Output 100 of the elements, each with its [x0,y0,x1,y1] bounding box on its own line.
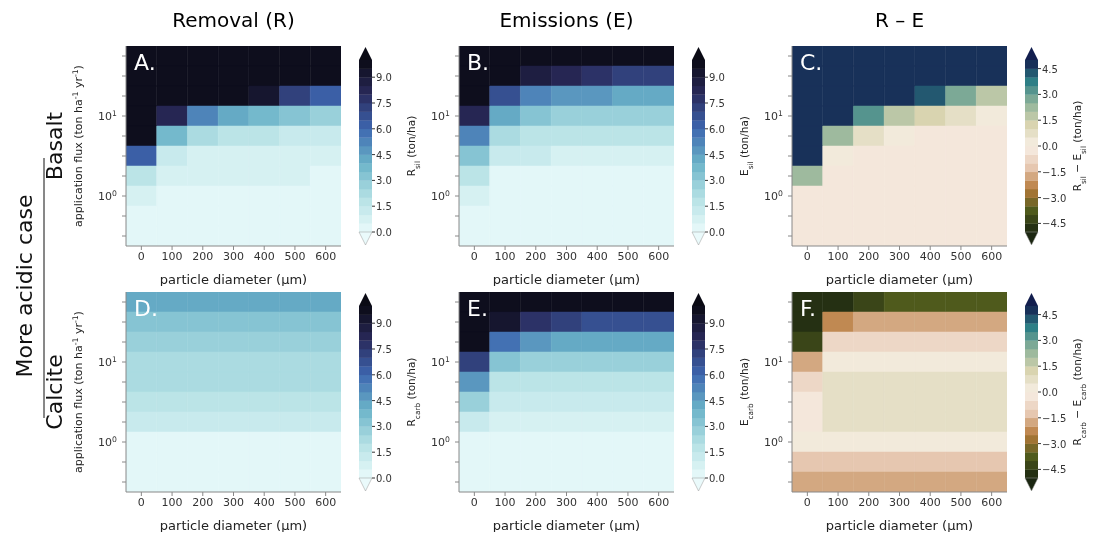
color-bar-label: 0.0 [376,473,392,484]
text: Basalt [42,111,67,181]
annotation: B. [467,50,490,75]
color-bar-label: 7.5 [376,98,392,109]
x-tick-label: 400 [586,495,608,509]
color-bar-label: −1.5 [1042,166,1067,178]
color-bar-label: 3.0 [376,421,392,433]
x-tick-label: 0 [470,249,478,263]
color-bar-label: 1.5 [709,201,725,213]
y-tick-label: 10$^{0}$ [764,188,784,203]
x-tick-label: 400 [253,249,275,263]
x-tick-label: 100 [827,249,849,263]
y-tick-label: 10$^{1}$ [764,108,784,123]
color-bar-label: 1.5 [709,447,725,459]
x-tick-label: 200 [858,249,880,263]
color-bar-label: 9.0 [376,72,392,84]
x-axis-title: particle diameter (μm) [492,272,641,287]
color-bar-label: 4.5 [376,395,392,407]
x-tick-label: 400 [586,249,608,263]
x-tick-label: 600 [981,249,1003,263]
color-bar-label: 0.0 [709,473,725,484]
x-tick-label: 0 [137,249,145,263]
x-tick-label: 300 [889,249,910,263]
x-tick-label: 200 [858,495,880,509]
x-tick-label: 200 [192,495,214,509]
color-bar-label: −4.5 [1042,218,1067,230]
x-tick-label: 200 [525,249,547,263]
x-tick-label: 100 [161,495,183,509]
color-bar-label: 0.0 [1042,141,1058,152]
color-bar-label: 4.5 [709,149,725,161]
chart-title: R – E [873,8,926,34]
color-bar-label: 6.0 [376,123,392,135]
x-tick-label: 300 [556,495,577,509]
color-bar-label: 1.5 [1042,115,1058,127]
x-tick-label: 300 [223,249,244,263]
x-tick-label: 500 [617,249,639,263]
color-bar-label: 4.5 [709,395,725,407]
x-tick-label: 0 [137,495,145,509]
color-bar-label: 1.5 [1042,361,1058,373]
x-tick-label: 100 [494,249,516,263]
y-tick-label: 10$^{0}$ [764,434,784,449]
color-bar-label: 6.0 [376,369,392,381]
color-bar-label: −4.5 [1042,464,1067,476]
color-bar-label: 7.5 [709,98,725,109]
color-bar-label: 6.0 [709,123,725,135]
annotation: C. [800,50,823,75]
y-tick-label: 10$^{0}$ [431,188,451,203]
color-bar-label: −3.0 [1042,192,1067,204]
color-bar-label: 3.0 [1042,89,1058,101]
annotation: E. [467,296,488,321]
x-tick-label: 500 [617,495,639,509]
color-bar-label: 3.0 [376,175,392,187]
x-axis-title: particle diameter (μm) [825,272,974,287]
x-tick-label: 0 [803,495,811,509]
annotation: A. [134,50,156,75]
text: Calcite [42,354,67,430]
x-tick-label: 500 [950,495,972,509]
y-tick-label: 10$^{0}$ [431,434,451,449]
x-tick-label: 300 [556,249,577,263]
color-bar-label: 6.0 [709,369,725,381]
x-tick-label: 400 [919,249,941,263]
y-tick-label: 10$^{0}$ [98,188,118,203]
x-tick-label: 0 [803,249,811,263]
x-tick-label: 500 [950,249,972,263]
y-tick-label: 10$^{0}$ [98,434,118,449]
color-bar-label: 0.0 [709,227,725,238]
y-tick-label: 10$^{1}$ [98,354,118,369]
color-bar-label: 3.0 [709,175,725,187]
text: More acidic case [12,194,37,378]
y-tick-label: 10$^{1}$ [431,354,451,369]
x-tick-label: 0 [470,495,478,509]
color-bar-label: 1.5 [376,447,392,459]
x-tick-label: 200 [192,249,214,263]
color-bar-label: 4.5 [376,149,392,161]
x-axis-title: particle diameter (μm) [159,518,308,533]
x-axis-title: particle diameter (μm) [492,518,641,533]
chart-title: Removal (R) [171,8,296,34]
chart-title: Emissions (E) [498,8,635,34]
annotation: F. [800,296,817,321]
color-bar-label: 7.5 [709,344,725,355]
x-axis-title: particle diameter (μm) [825,518,974,533]
x-tick-label: 100 [494,495,516,509]
color-bar-label: 9.0 [709,318,725,330]
x-tick-label: 400 [253,495,275,509]
color-bar-label: 3.0 [709,421,725,433]
x-tick-label: 300 [889,495,910,509]
x-tick-label: 600 [315,249,337,263]
y-tick-label: 10$^{1}$ [764,354,784,369]
x-tick-label: 200 [525,495,547,509]
color-bar-label: 0.0 [1042,387,1058,398]
color-bar-label: 0.0 [376,227,392,238]
color-bar-label: 4.5 [1042,309,1058,321]
x-axis-title: particle diameter (μm) [159,272,308,287]
color-bar-label: 9.0 [376,318,392,330]
x-tick-label: 100 [827,495,849,509]
x-tick-label: 600 [315,495,337,509]
color-bar-label: 4.5 [1042,63,1058,75]
y-tick-label: 10$^{1}$ [98,108,118,123]
x-tick-label: 600 [981,495,1003,509]
color-bar-label: 3.0 [1042,335,1058,347]
